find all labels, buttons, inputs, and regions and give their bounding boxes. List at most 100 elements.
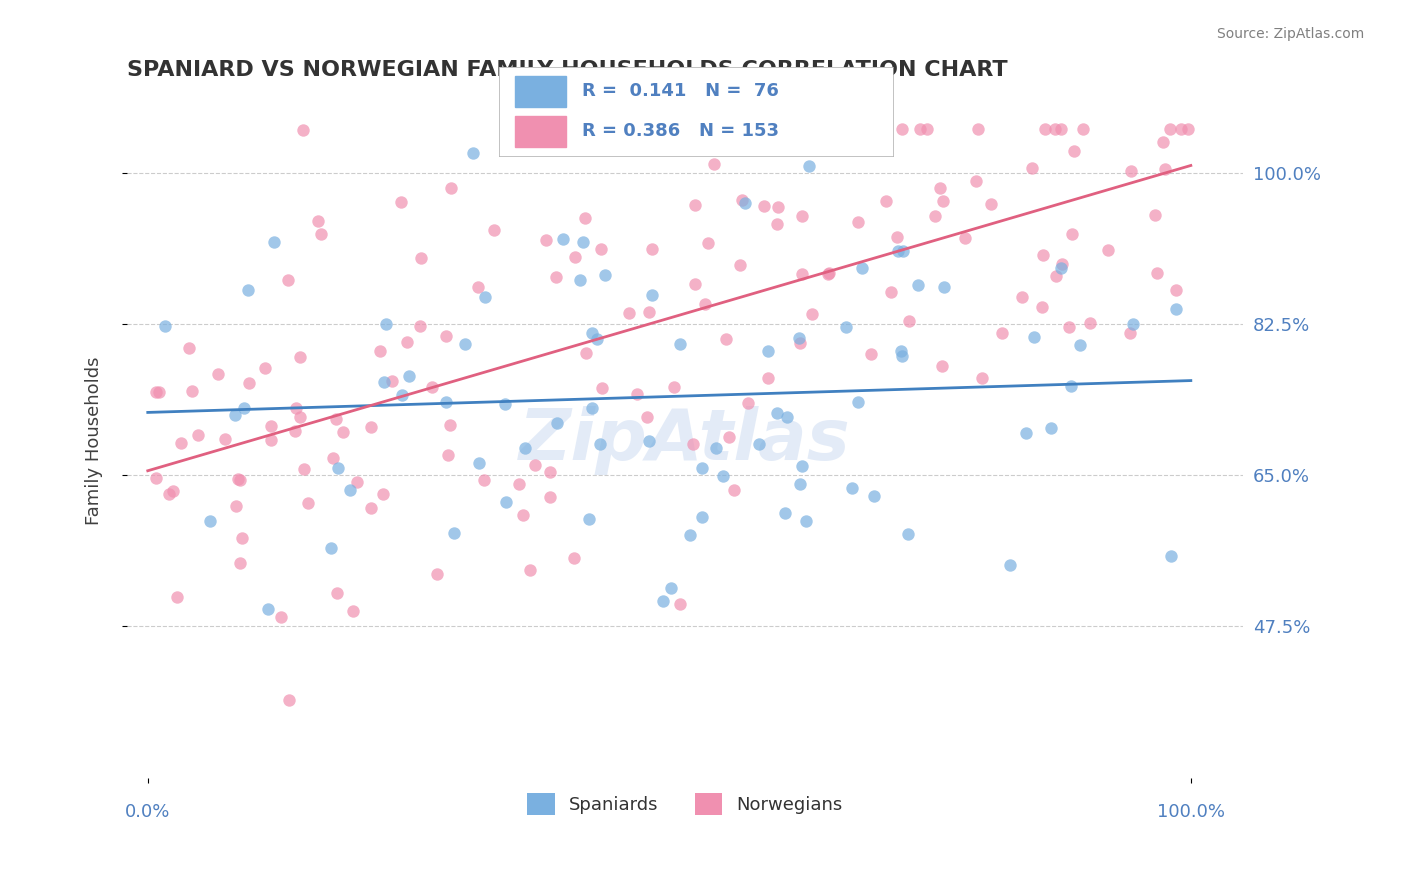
Point: [810, 122, 832, 136]
Point: [991, 326, 1014, 340]
Point: [396, 335, 419, 350]
Point: [463, 145, 485, 160]
Point: [692, 510, 714, 524]
Bar: [515, 76, 567, 107]
Point: [794, 514, 817, 528]
Point: [890, 344, 912, 359]
Point: [169, 435, 191, 450]
Point: [1015, 425, 1038, 440]
Point: [1049, 122, 1071, 136]
Point: [893, 244, 915, 259]
Point: [801, 307, 824, 321]
Point: [228, 472, 250, 486]
Point: [297, 495, 319, 509]
Point: [1122, 318, 1144, 332]
Point: [787, 331, 810, 345]
Text: 0.0%: 0.0%: [125, 804, 170, 822]
Point: [1154, 162, 1177, 177]
Point: [1146, 266, 1168, 280]
Bar: [515, 116, 567, 147]
Point: [495, 495, 517, 509]
Point: [818, 267, 841, 281]
Point: [409, 318, 432, 333]
Point: [880, 285, 903, 300]
Point: [257, 601, 280, 615]
Point: [309, 227, 332, 241]
Point: [792, 128, 814, 142]
Point: [683, 277, 706, 292]
Point: [678, 528, 700, 542]
Point: [697, 235, 720, 250]
Point: [564, 250, 586, 264]
Point: [1043, 122, 1066, 136]
Point: [546, 416, 568, 430]
Y-axis label: Family Households: Family Households: [86, 356, 103, 524]
Point: [307, 214, 329, 228]
Point: [1050, 260, 1073, 275]
Point: [953, 231, 976, 245]
Point: [145, 471, 167, 485]
Point: [148, 385, 170, 400]
Point: [292, 122, 315, 136]
Point: [1063, 145, 1085, 159]
Point: [278, 693, 301, 707]
Point: [482, 222, 505, 236]
Point: [254, 360, 277, 375]
Point: [693, 297, 716, 311]
Point: [1022, 330, 1045, 344]
Point: [443, 526, 465, 541]
Point: [737, 395, 759, 409]
Point: [326, 460, 349, 475]
Point: [817, 268, 839, 282]
Point: [641, 243, 664, 257]
Point: [409, 251, 432, 265]
Point: [288, 350, 311, 364]
Point: [1045, 269, 1067, 284]
Point: [260, 433, 283, 447]
Point: [835, 320, 858, 334]
Point: [1119, 326, 1142, 341]
Point: [790, 268, 813, 282]
Point: [723, 483, 745, 498]
Point: [731, 193, 754, 207]
Point: [1166, 284, 1188, 298]
Point: [792, 210, 814, 224]
Point: [1032, 248, 1054, 262]
Point: [1040, 420, 1063, 434]
Point: [703, 157, 725, 171]
Point: [844, 129, 866, 144]
Point: [581, 326, 603, 340]
Point: [790, 458, 813, 473]
Point: [207, 367, 229, 381]
Point: [1177, 122, 1199, 136]
Point: [793, 133, 815, 147]
Point: [332, 425, 354, 440]
Point: [714, 332, 737, 346]
Point: [748, 437, 770, 451]
Point: [439, 418, 461, 433]
Point: [980, 197, 1002, 211]
Point: [966, 122, 988, 136]
Point: [440, 180, 463, 194]
Point: [346, 475, 368, 489]
Point: [229, 474, 252, 488]
Text: SPANIARD VS NORWEGIAN FAMILY HOUSEHOLDS CORRELATION CHART: SPANIARD VS NORWEGIAN FAMILY HOUSEHOLDS …: [127, 60, 1008, 79]
Point: [578, 512, 600, 526]
Point: [162, 484, 184, 499]
Point: [437, 448, 460, 462]
Point: [231, 531, 253, 545]
Point: [668, 597, 690, 611]
Point: [263, 235, 285, 249]
Point: [728, 259, 751, 273]
Point: [288, 409, 311, 424]
Point: [859, 347, 882, 361]
Point: [1159, 122, 1181, 136]
Point: [238, 376, 260, 390]
Point: [766, 201, 789, 215]
Point: [711, 469, 734, 483]
Point: [420, 379, 443, 393]
Point: [260, 419, 283, 434]
Point: [717, 430, 740, 444]
Point: [575, 345, 598, 359]
Point: [593, 268, 616, 283]
